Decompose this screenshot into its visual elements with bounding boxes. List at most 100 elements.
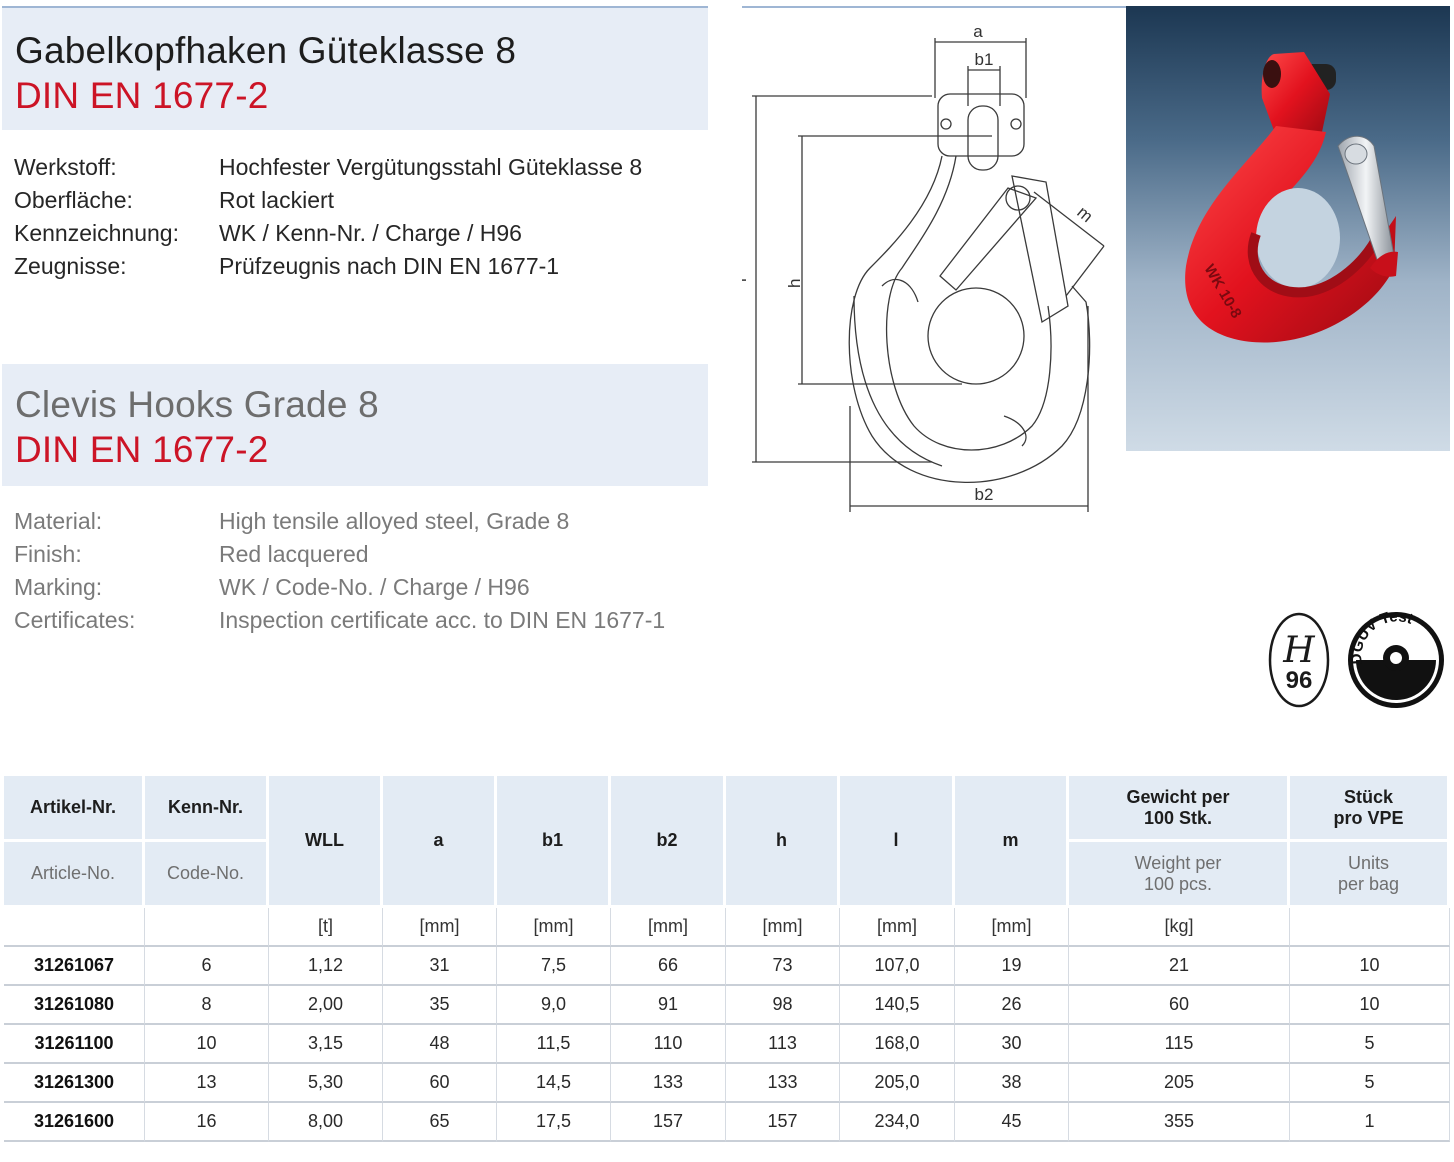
- header-units-de-line1: Stück: [1343, 786, 1394, 807]
- spec-label: Werkstoff:: [14, 154, 117, 180]
- table-cell: 73: [726, 947, 840, 986]
- header-units-en-line1: Units: [1347, 852, 1389, 873]
- unit-cell: [mm]: [955, 908, 1069, 947]
- hook-drawing-svg: a b1 l h b2 m: [731, 22, 1105, 512]
- unit-cell: [mm]: [383, 908, 497, 947]
- header-l: l: [840, 776, 955, 908]
- table-cell: 205,0: [840, 1064, 955, 1103]
- table-cell: 110: [611, 1025, 726, 1064]
- hook-technical-drawing: a b1 l h b2 m: [731, 6, 1126, 518]
- header-b2: b2: [611, 776, 726, 908]
- header-weight-en-line1: Weight per: [1134, 852, 1222, 873]
- header-units-en: Units per bag: [1290, 842, 1450, 908]
- table-cell: 6: [145, 947, 269, 986]
- standard-title-en: DIN EN 1677-2: [15, 429, 269, 470]
- table-cell: 38: [955, 1064, 1069, 1103]
- spec-value: Inspection certificate acc. to DIN EN 16…: [219, 607, 666, 633]
- table-cell: 11,5: [497, 1025, 611, 1064]
- table-cell: 3,15: [269, 1025, 383, 1064]
- table-cell: 133: [611, 1064, 726, 1103]
- unit-cell: [mm]: [840, 908, 955, 947]
- spec-label: Zeugnisse:: [14, 253, 127, 279]
- red-hook-illustration: WK 10-8: [1185, 52, 1398, 343]
- table-row: 31261080 8 2,00 35 9,0 91 98 140,5 26 60…: [4, 986, 1450, 1025]
- product-title-en: Clevis Hooks Grade 8: [15, 384, 379, 425]
- table-row: 31261300 13 5,30 60 14,5 133 133 205,0 3…: [4, 1064, 1450, 1103]
- unit-cell: [t]: [269, 908, 383, 947]
- table-cell: 21: [1069, 947, 1290, 986]
- spec-label: Material:: [14, 508, 103, 534]
- spec-label: Marking:: [14, 574, 103, 600]
- h96-letter: H: [1282, 630, 1315, 671]
- header-units-de: Stück pro VPE: [1290, 776, 1450, 842]
- table-cell: 66: [611, 947, 726, 986]
- table-cell: 30: [955, 1025, 1069, 1064]
- dim-label-h: h: [785, 279, 804, 288]
- dim-label-b2: b2: [975, 485, 994, 504]
- header-b1: b1: [497, 776, 611, 908]
- table-cell: 31: [383, 947, 497, 986]
- table-cell: 13: [145, 1064, 269, 1103]
- table-cell: 48: [383, 1025, 497, 1064]
- table-cell: 2,00: [269, 986, 383, 1025]
- spec-value: Hochfester Vergütungsstahl Güteklasse 8: [219, 154, 643, 180]
- header-kenn-en: Code-No.: [145, 842, 269, 908]
- table-cell: 14,5: [497, 1064, 611, 1103]
- header-artikel-en: Article-No.: [4, 842, 145, 908]
- h96-badge: H 96: [1268, 612, 1330, 708]
- table-cell: 9,0: [497, 986, 611, 1025]
- table-cell: 35: [383, 986, 497, 1025]
- spec-value: Prüfzeugnis nach DIN EN 1677-1: [219, 253, 560, 279]
- header-units-de-line2: pro VPE: [1333, 807, 1404, 828]
- header-kenn-de: Kenn-Nr.: [145, 776, 269, 842]
- header-weight-en: Weight per 100 pcs.: [1069, 842, 1290, 908]
- table-row: 31261067 6 1,12 31 7,5 66 73 107,0 19 21…: [4, 947, 1450, 986]
- table-cell: 98: [726, 986, 840, 1025]
- spec-value: Rot lackiert: [219, 187, 335, 213]
- table-cell: 17,5: [497, 1103, 611, 1142]
- dim-label-a: a: [973, 22, 983, 41]
- table-cell: 5: [1290, 1064, 1450, 1103]
- h96-badge-svg: H 96: [1268, 612, 1330, 708]
- header-artikel-de: Artikel-Nr.: [4, 776, 145, 842]
- table-cell: 234,0: [840, 1103, 955, 1142]
- divider: [742, 6, 1126, 8]
- table-cell: 91: [611, 986, 726, 1025]
- table-cell: 8: [145, 986, 269, 1025]
- table-cell: 5: [1290, 1025, 1450, 1064]
- dim-label-b1: b1: [975, 50, 994, 69]
- header-weight-de: Gewicht per 100 Stk.: [1069, 776, 1290, 842]
- spec-value: High tensile alloyed steel, Grade 8: [219, 508, 570, 534]
- table-cell: 1: [1290, 1103, 1450, 1142]
- table-cell: 107,0: [840, 947, 955, 986]
- spec-label: Finish:: [14, 541, 82, 567]
- header-weight-en-line2: 100 pcs.: [1143, 873, 1213, 894]
- spec-label: Certificates:: [14, 607, 136, 633]
- article-number-cell: 31261100: [4, 1025, 145, 1064]
- header-weight-de-line2: 100 Stk.: [1143, 807, 1213, 828]
- h96-number: 96: [1286, 667, 1313, 694]
- table-cell: 168,0: [840, 1025, 955, 1064]
- header-wll: WLL: [269, 776, 383, 908]
- table-cell: 115: [1069, 1025, 1290, 1064]
- table-cell: 26: [955, 986, 1069, 1025]
- product-spec-table: Artikel-Nr. Kenn-Nr. WLL a b1 b2 h l m G…: [4, 776, 1450, 1142]
- table-cell: 60: [1069, 986, 1290, 1025]
- header-m: m: [955, 776, 1069, 908]
- article-number-cell: 31261300: [4, 1064, 145, 1103]
- spec-value: WK / Code-No. / Charge / H96: [219, 574, 530, 600]
- table-cell: 1,12: [269, 947, 383, 986]
- article-number-cell: 31261080: [4, 986, 145, 1025]
- header-a: a: [383, 776, 497, 908]
- article-number-cell: 31261600: [4, 1103, 145, 1142]
- table-cell: 355: [1069, 1103, 1290, 1142]
- table-cell: 60: [383, 1064, 497, 1103]
- unit-cell: [145, 908, 269, 947]
- header-weight-de-line1: Gewicht per: [1126, 786, 1230, 807]
- unit-cell: [mm]: [497, 908, 611, 947]
- spec-value: WK / Kenn-Nr. / Charge / H96: [219, 220, 522, 246]
- spec-value: Red lacquered: [219, 541, 369, 567]
- table-cell: 16: [145, 1103, 269, 1142]
- table-cell: 8,00: [269, 1103, 383, 1142]
- table-cell: 157: [611, 1103, 726, 1142]
